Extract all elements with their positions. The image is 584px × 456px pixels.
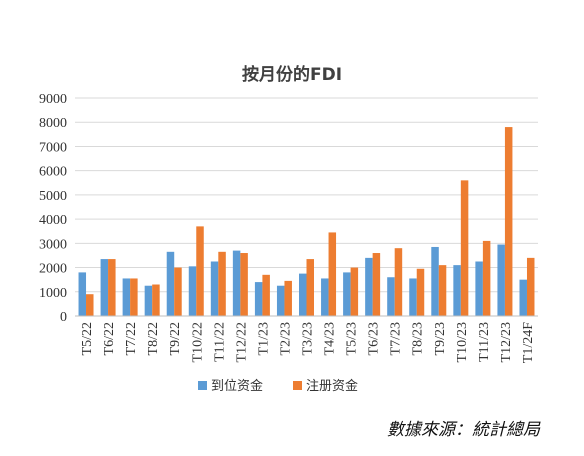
x-tick-label: T7/22 xyxy=(124,322,139,355)
x-tick-label: T2/23 xyxy=(278,322,293,355)
y-tick-label: 5000 xyxy=(39,189,67,204)
bar-paid-in-5 xyxy=(188,266,197,316)
bar-registered-9 xyxy=(284,280,292,316)
y-tick-label: 3000 xyxy=(39,237,67,252)
y-axis-ticks: 0 1000 2000 3000 4000 5000 6000 7000 8000 9000 xyxy=(39,92,67,325)
bar-paid-in-6 xyxy=(210,261,219,316)
bar-paid-in-20 xyxy=(519,279,527,316)
bar-registered-8 xyxy=(262,274,270,316)
x-tick-label: T1/23 xyxy=(256,322,271,355)
bar-registered-19 xyxy=(504,127,513,316)
x-tick-label: T10/22 xyxy=(190,322,205,362)
bar-registered-1 xyxy=(108,259,116,316)
bar-paid-in-16 xyxy=(431,246,439,316)
legend-label-0: 到位资金 xyxy=(211,378,263,394)
y-tick-label: 4000 xyxy=(39,213,67,228)
bar-paid-in-13 xyxy=(365,257,373,316)
legend-label-1: 注册资金 xyxy=(306,378,358,394)
x-tick-label: T6/23 xyxy=(367,322,382,355)
bar-registered-17 xyxy=(460,180,469,316)
x-tick-label: T5/22 xyxy=(80,322,95,355)
x-tick-label: T7/23 xyxy=(389,322,404,355)
legend: 到位资金 注册资金 xyxy=(198,378,358,394)
bar-registered-7 xyxy=(240,253,248,316)
bar-paid-in-12 xyxy=(343,272,351,316)
bar-paid-in-0 xyxy=(78,272,87,316)
x-tick-label: T8/22 xyxy=(146,322,161,355)
bar-paid-in-2 xyxy=(122,278,131,316)
legend-swatch-0 xyxy=(198,381,207,390)
bar-paid-in-1 xyxy=(100,259,109,316)
x-tick-label: T8/23 xyxy=(411,322,426,355)
x-tick-label: T6/22 xyxy=(102,322,117,355)
bar-paid-in-7 xyxy=(232,250,241,316)
y-tick-label: 0 xyxy=(60,310,67,325)
y-tick-label: 1000 xyxy=(39,286,67,301)
x-tick-label: T4/23 xyxy=(323,322,338,355)
bar-paid-in-11 xyxy=(321,278,329,316)
bar-registered-12 xyxy=(350,267,359,316)
gridlines xyxy=(75,97,538,293)
bar-registered-0 xyxy=(86,294,94,316)
x-tick-label: T10/23 xyxy=(455,322,470,362)
legend-swatch-1 xyxy=(293,381,302,390)
x-tick-label: T12/23 xyxy=(499,322,514,362)
y-tick-label: 6000 xyxy=(39,165,67,180)
x-tick-label: T11/22 xyxy=(212,322,227,362)
bars xyxy=(78,127,535,316)
bar-registered-2 xyxy=(130,278,138,316)
y-tick-label: 9000 xyxy=(39,92,67,107)
source-note: 數據來源：統計總局 xyxy=(387,420,540,440)
bar-registered-18 xyxy=(482,240,491,316)
bar-registered-5 xyxy=(196,226,204,316)
bar-paid-in-3 xyxy=(144,285,153,316)
bar-registered-13 xyxy=(372,253,381,316)
x-tick-label: T12/22 xyxy=(234,322,249,362)
bar-paid-in-14 xyxy=(387,277,395,316)
bar-registered-14 xyxy=(394,248,403,316)
x-tick-label: T9/23 xyxy=(433,322,448,355)
y-tick-label: 8000 xyxy=(39,116,67,131)
x-tick-label: T3/23 xyxy=(301,322,316,355)
bar-paid-in-9 xyxy=(276,285,285,316)
bar-registered-16 xyxy=(438,265,447,316)
bar-registered-15 xyxy=(416,268,425,316)
x-tick-label: T5/23 xyxy=(345,322,360,355)
bar-registered-20 xyxy=(526,257,535,316)
bar-registered-10 xyxy=(306,259,314,316)
y-tick-label: 2000 xyxy=(39,262,67,277)
chart-title: 按月份的FDI xyxy=(242,64,342,85)
bar-paid-in-15 xyxy=(409,278,417,316)
bar-registered-6 xyxy=(218,251,226,316)
y-tick-label: 7000 xyxy=(39,140,67,155)
bar-paid-in-18 xyxy=(475,261,483,316)
bar-paid-in-4 xyxy=(166,251,175,316)
x-tick-label: T1/24F xyxy=(521,322,536,363)
x-tick-label: T11/23 xyxy=(477,322,492,362)
bar-paid-in-19 xyxy=(497,244,505,316)
bar-registered-4 xyxy=(174,267,182,316)
bar-paid-in-17 xyxy=(453,265,461,316)
bar-paid-in-8 xyxy=(254,282,263,316)
bar-registered-11 xyxy=(328,232,337,316)
x-tick-label: T9/22 xyxy=(168,322,183,355)
bar-registered-3 xyxy=(152,284,160,316)
bar-paid-in-10 xyxy=(299,273,307,316)
x-axis-ticks: T5/22 T6/22 T7/22 T8/22 T9/22 T10/22 T11/22 T12… xyxy=(80,322,536,363)
